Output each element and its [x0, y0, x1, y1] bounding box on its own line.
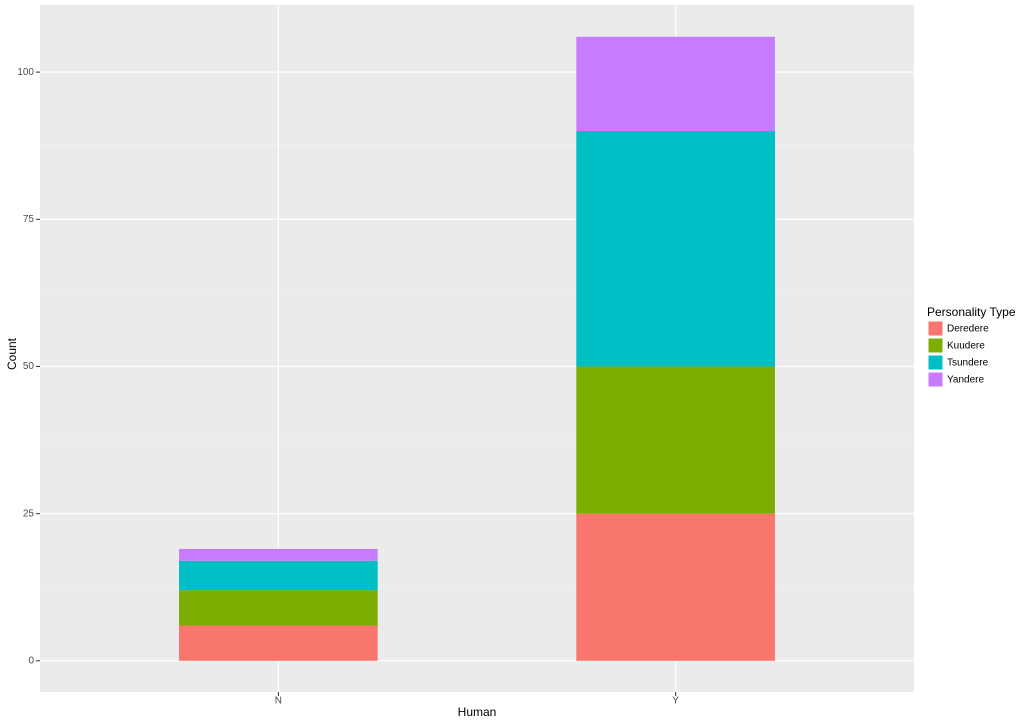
legend-label: Deredere: [947, 324, 989, 335]
x-tick-label: N: [275, 696, 282, 707]
y-tick-label: 25: [23, 508, 35, 519]
bar-segment: [576, 366, 775, 514]
x-axis-label: Human: [458, 705, 497, 719]
legend-key: [927, 337, 944, 354]
y-axis-label: Count: [5, 337, 19, 370]
legend-label: Tsundere: [947, 358, 989, 369]
x-tick-label: Y: [672, 696, 679, 707]
legend-key: [927, 354, 944, 371]
bar-segment: [179, 548, 378, 561]
y-tick-label: 50: [23, 361, 35, 372]
y-tick-label: 100: [17, 67, 34, 78]
bar-segment: [576, 36, 775, 131]
y-tick-label: 75: [23, 214, 35, 225]
legend-label: Yandere: [947, 375, 985, 386]
legend-label: Kuudere: [947, 341, 985, 352]
legend-title: Personality Type: [927, 305, 1016, 319]
bar-segment: [576, 130, 775, 367]
y-tick-label: 0: [28, 655, 34, 666]
bar-segment: [576, 513, 775, 661]
panel-background: [40, 5, 914, 692]
bar-segment: [179, 625, 378, 661]
legend-key: [927, 371, 944, 388]
bar-segment: [179, 560, 378, 591]
bar-segment: [179, 590, 378, 626]
legend-key: [927, 320, 944, 337]
